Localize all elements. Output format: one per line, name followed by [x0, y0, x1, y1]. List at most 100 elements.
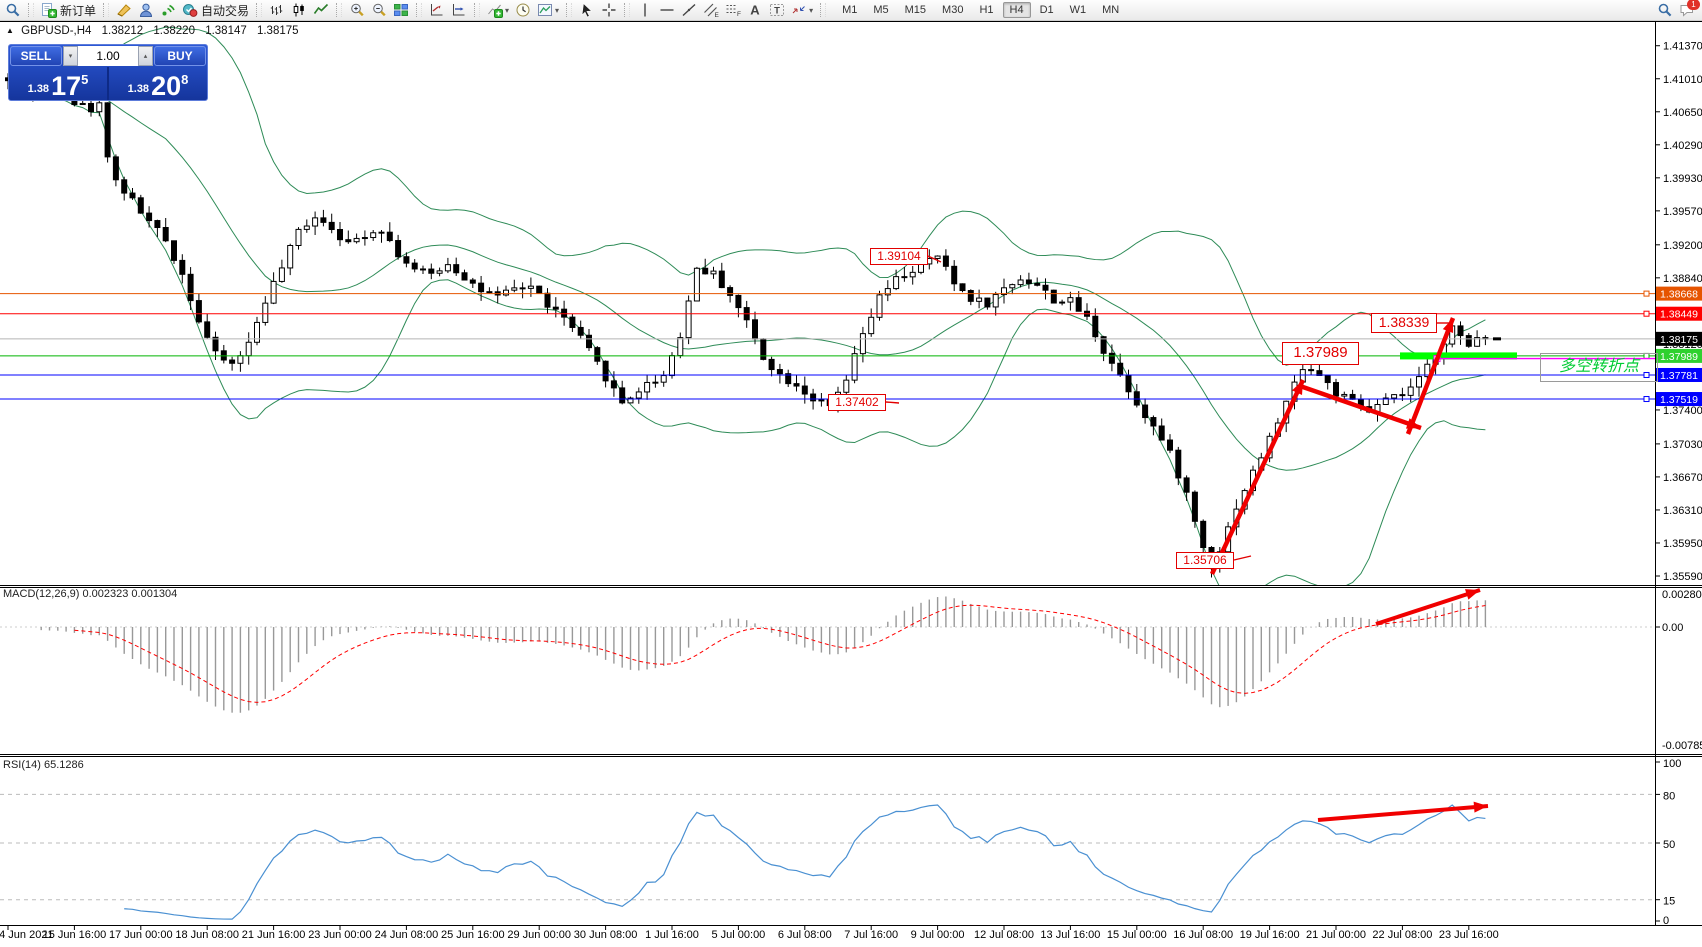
volume-decrease-button[interactable]: ▾ [63, 46, 78, 66]
timeframe-m30[interactable]: M30 [942, 4, 964, 16]
candlestick-chart-icon[interactable] [289, 1, 309, 19]
svg-text:22 Jul 08:00: 22 Jul 08:00 [1372, 929, 1432, 941]
bar-chart-icon[interactable] [267, 1, 287, 19]
vertical-line-icon[interactable] [635, 1, 655, 19]
tile-windows-icon[interactable] [391, 1, 411, 19]
svg-text:30 Jun 08:00: 30 Jun 08:00 [574, 929, 638, 941]
new-order-button[interactable]: 新订单 [39, 1, 98, 19]
svg-text:7 Jul 16:00: 7 Jul 16:00 [844, 929, 898, 941]
svg-text:1.36670: 1.36670 [1663, 472, 1702, 484]
profiles-icon[interactable] [136, 1, 156, 19]
timeframe-m1[interactable]: M1 [842, 4, 858, 16]
styler-icon[interactable] [114, 1, 134, 19]
crosshair-icon[interactable] [599, 1, 619, 19]
svg-text:100: 100 [1663, 758, 1681, 770]
svg-text:-0.007859: -0.007859 [1662, 740, 1702, 752]
add-indicator-button[interactable]: ▾ [485, 1, 511, 19]
ohlc-low: 1.38147 [205, 25, 247, 37]
price-annotation-1.38339: 1.38339 [1371, 313, 1437, 333]
svg-text:E: E [715, 12, 720, 18]
main-price-pane [0, 26, 1655, 585]
svg-text:5 Jul 00:00: 5 Jul 00:00 [711, 929, 765, 941]
one-click-top-row: SELL ▾ 1.00 ▴ BUY [9, 45, 207, 67]
arrows-shapes-icon[interactable]: ▾ [789, 1, 815, 19]
search-icon[interactable] [1655, 1, 1675, 19]
svg-text:15 Jun 16:00: 15 Jun 16:00 [43, 929, 107, 941]
svg-text:1.38449: 1.38449 [1660, 309, 1698, 321]
svg-text:21 Jun 16:00: 21 Jun 16:00 [242, 929, 306, 941]
svg-text:1.41370: 1.41370 [1663, 41, 1702, 53]
search-icon[interactable] [3, 1, 23, 19]
toolbar-separator [256, 3, 263, 17]
timeframe-h4[interactable]: H4 [1002, 2, 1031, 18]
toolbar-separator [820, 3, 827, 17]
zoom-out-icon[interactable] [369, 1, 389, 19]
svg-text:80: 80 [1663, 790, 1675, 802]
svg-text:18 Jun 08:00: 18 Jun 08:00 [175, 929, 239, 941]
volume-input[interactable]: 1.00 [78, 46, 138, 66]
toolbar-separator [103, 3, 110, 17]
macd-pane [0, 588, 1655, 713]
svg-text:23 Jun 00:00: 23 Jun 00:00 [308, 929, 372, 941]
svg-text:1.37030: 1.37030 [1663, 439, 1702, 451]
svg-text:1 Jul 16:00: 1 Jul 16:00 [645, 929, 699, 941]
fibonacci-icon[interactable]: F [723, 1, 743, 19]
ohlc-open: 1.38212 [101, 25, 144, 37]
data-window-icon[interactable] [158, 1, 178, 19]
svg-text:1.41010: 1.41010 [1663, 74, 1702, 86]
line-chart-icon[interactable] [311, 1, 331, 19]
horizontal-line-icon[interactable] [657, 1, 677, 19]
price-annotation-1.37402: 1.37402 [828, 394, 886, 411]
chart-shift-icon[interactable] [449, 1, 469, 19]
timeframe-mn[interactable]: MN [1102, 4, 1120, 16]
svg-text:A: A [750, 3, 760, 18]
auto-scroll-icon[interactable] [427, 1, 447, 19]
chart-title: ▲ GBPUSD-,H4 1.38212 1.38220 1.38147 1.3… [6, 25, 306, 37]
svg-text:1.37781: 1.37781 [1660, 370, 1698, 382]
price-annotation-1.37989: 1.37989 [1282, 342, 1359, 365]
buy-price-prefix: 1.38 [127, 83, 150, 95]
template-icon[interactable]: ▾ [535, 1, 561, 19]
svg-text:1.39930: 1.39930 [1663, 173, 1702, 185]
timeframe-w1[interactable]: W1 [1069, 4, 1087, 16]
period-clock-icon[interactable] [513, 1, 533, 19]
buy-button[interactable]: BUY [154, 46, 206, 66]
text-icon[interactable]: A [745, 1, 765, 19]
toolbar-separator [416, 3, 423, 17]
notification-badge: 1 [1687, 0, 1700, 10]
autotrade-button[interactable]: 自动交易 [180, 1, 251, 19]
sell-price-prefix: 1.38 [27, 83, 50, 95]
one-click-price-row: 1.38 17 5 1.38 20 8 [9, 67, 207, 100]
svg-text:16 Jul 08:00: 16 Jul 08:00 [1173, 929, 1233, 941]
timeframe-m15[interactable]: M15 [904, 4, 927, 16]
buy-price[interactable]: 1.38 20 8 [107, 67, 207, 100]
svg-text:14 Jun 2021: 14 Jun 2021 [0, 929, 54, 941]
notifications-icon[interactable]: 1 [1677, 0, 1700, 19]
sell-price[interactable]: 1.38 17 5 [9, 67, 107, 100]
toolbar-right: 1 [1654, 0, 1700, 19]
trendline-icon[interactable] [679, 1, 699, 19]
volume-increase-button[interactable]: ▴ [138, 46, 153, 66]
cursor-icon[interactable] [577, 1, 597, 19]
svg-text:1.40290: 1.40290 [1663, 140, 1702, 152]
text-label-icon[interactable]: T [767, 1, 787, 19]
svg-text:6 Jul 08:00: 6 Jul 08:00 [778, 929, 832, 941]
svg-text:0: 0 [1663, 915, 1669, 927]
svg-text:1.38175: 1.38175 [1660, 334, 1698, 346]
svg-text:15 Jul 00:00: 15 Jul 00:00 [1107, 929, 1167, 941]
svg-text:17 Jun 00:00: 17 Jun 00:00 [109, 929, 173, 941]
svg-text:13 Jul 16:00: 13 Jul 16:00 [1040, 929, 1100, 941]
sell-button[interactable]: SELL [10, 46, 62, 66]
svg-text:1.38840: 1.38840 [1663, 273, 1702, 285]
timeframe-m5[interactable]: M5 [873, 4, 889, 16]
equidistant-channel-icon[interactable]: E [701, 1, 721, 19]
timeframe-h1[interactable]: H1 [979, 4, 994, 16]
collapse-triangle-icon[interactable]: ▲ [6, 26, 14, 35]
timeframe-d1[interactable]: D1 [1039, 4, 1054, 16]
price-annotation-1.39104: 1.39104 [870, 248, 928, 265]
svg-text:12 Jul 08:00: 12 Jul 08:00 [974, 929, 1034, 941]
zoom-in-icon[interactable] [347, 1, 367, 19]
note-text-object[interactable]: 多空转折点 [1540, 353, 1658, 382]
